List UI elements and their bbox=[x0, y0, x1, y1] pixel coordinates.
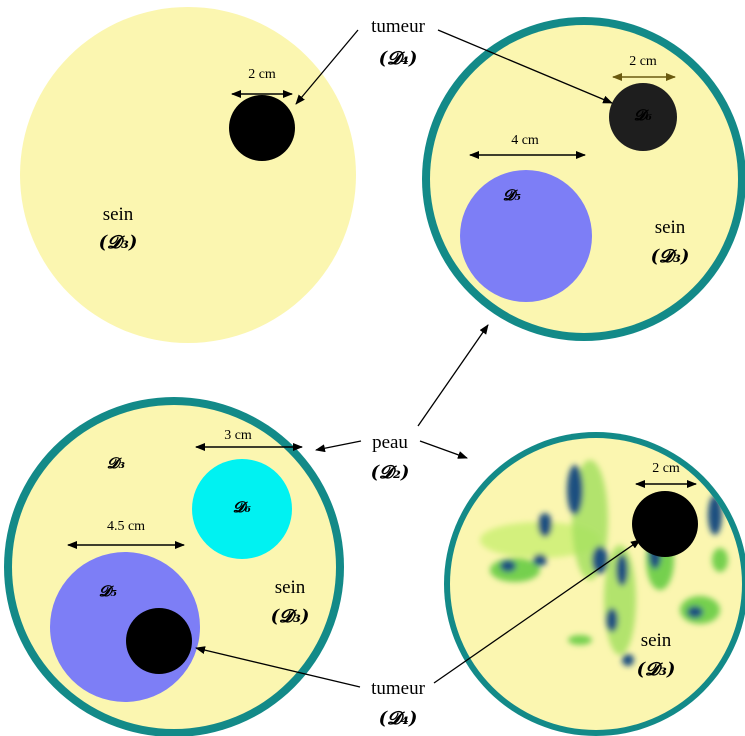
domain-label: (𝓓₃) bbox=[651, 246, 690, 267]
inclusion-domain-label: 𝓓₅ bbox=[99, 582, 118, 600]
sein-label: sein bbox=[103, 204, 134, 225]
tumeur-label-top: tumeur (𝓓₄) bbox=[295, 16, 613, 105]
blob bbox=[490, 558, 540, 582]
tumeur-text: tumeur bbox=[371, 678, 425, 699]
blob bbox=[568, 635, 592, 645]
peau-domain: (𝓓₂) bbox=[371, 462, 410, 483]
tumeur-domain: (𝓓₄) bbox=[379, 708, 418, 729]
dimension-label: 4.5 cm bbox=[107, 519, 145, 534]
arrow bbox=[195, 646, 361, 688]
arrow bbox=[433, 539, 641, 684]
blob bbox=[616, 554, 628, 586]
tumor-domain-label: 𝓓₆ bbox=[634, 106, 653, 124]
blob bbox=[567, 465, 583, 515]
dimension-label: 2 cm bbox=[248, 67, 276, 82]
arrow bbox=[417, 324, 489, 427]
blob bbox=[708, 495, 722, 535]
tumor bbox=[632, 491, 698, 557]
tumeur-label-bottom: tumeur (𝓓₄) bbox=[195, 539, 641, 729]
sein-label: sein bbox=[275, 577, 306, 598]
blob bbox=[500, 560, 516, 572]
domain-label: (𝓓₃) bbox=[637, 659, 676, 680]
panel-top-left: 2 cm sein (𝓓₃) bbox=[20, 7, 356, 343]
tumor-domain-label: 𝓓₆ bbox=[233, 498, 252, 516]
blob bbox=[592, 546, 608, 574]
inclusion-domain-label: 𝓓₅ bbox=[503, 186, 522, 204]
blob bbox=[606, 608, 618, 632]
panel-top-right: 𝓓₆ 2 cm 𝓓₅ 4 cm sein (𝓓₃) bbox=[422, 17, 745, 341]
dimension-label: 2 cm bbox=[629, 54, 657, 69]
tumor-cyan bbox=[192, 459, 292, 559]
arrow bbox=[419, 440, 468, 459]
peau-text: peau bbox=[372, 432, 408, 453]
breast-region bbox=[430, 25, 738, 333]
arrow bbox=[295, 29, 359, 105]
tumor bbox=[126, 608, 192, 674]
blob bbox=[622, 654, 634, 666]
panel-bottom-left: 𝓓₃ 𝓓₆ 3 cm 𝓓₅ 4.5 cm sein (𝓓₃) bbox=[4, 397, 344, 736]
sein-label: sein bbox=[655, 217, 686, 238]
dimension-label: 4 cm bbox=[511, 133, 539, 148]
panel-bottom-right: 2 cm sein (𝓓₃) bbox=[444, 432, 745, 736]
domain-label: 𝓓₃ bbox=[107, 454, 126, 472]
sein-label: sein bbox=[641, 630, 672, 651]
blob bbox=[480, 522, 600, 558]
arrow bbox=[315, 440, 362, 453]
peau-label: peau (𝓓₂) bbox=[315, 324, 489, 483]
blob bbox=[687, 606, 703, 618]
tumor bbox=[229, 95, 295, 161]
inclusion bbox=[460, 170, 592, 302]
dimension-label: 3 cm bbox=[224, 428, 252, 443]
tumor bbox=[609, 83, 677, 151]
breast-region bbox=[20, 7, 356, 343]
blob bbox=[533, 554, 547, 566]
domain-label: (𝓓₃) bbox=[271, 606, 310, 627]
arrow bbox=[437, 29, 613, 104]
reconstruction-pattern bbox=[480, 460, 728, 666]
dimension-label: 2 cm bbox=[652, 461, 680, 476]
blob bbox=[538, 513, 552, 537]
blob bbox=[712, 548, 728, 572]
tumeur-domain: (𝓓₄) bbox=[379, 48, 418, 69]
tumeur-text: tumeur bbox=[371, 16, 425, 37]
domain-label: (𝓓₃) bbox=[99, 232, 138, 253]
